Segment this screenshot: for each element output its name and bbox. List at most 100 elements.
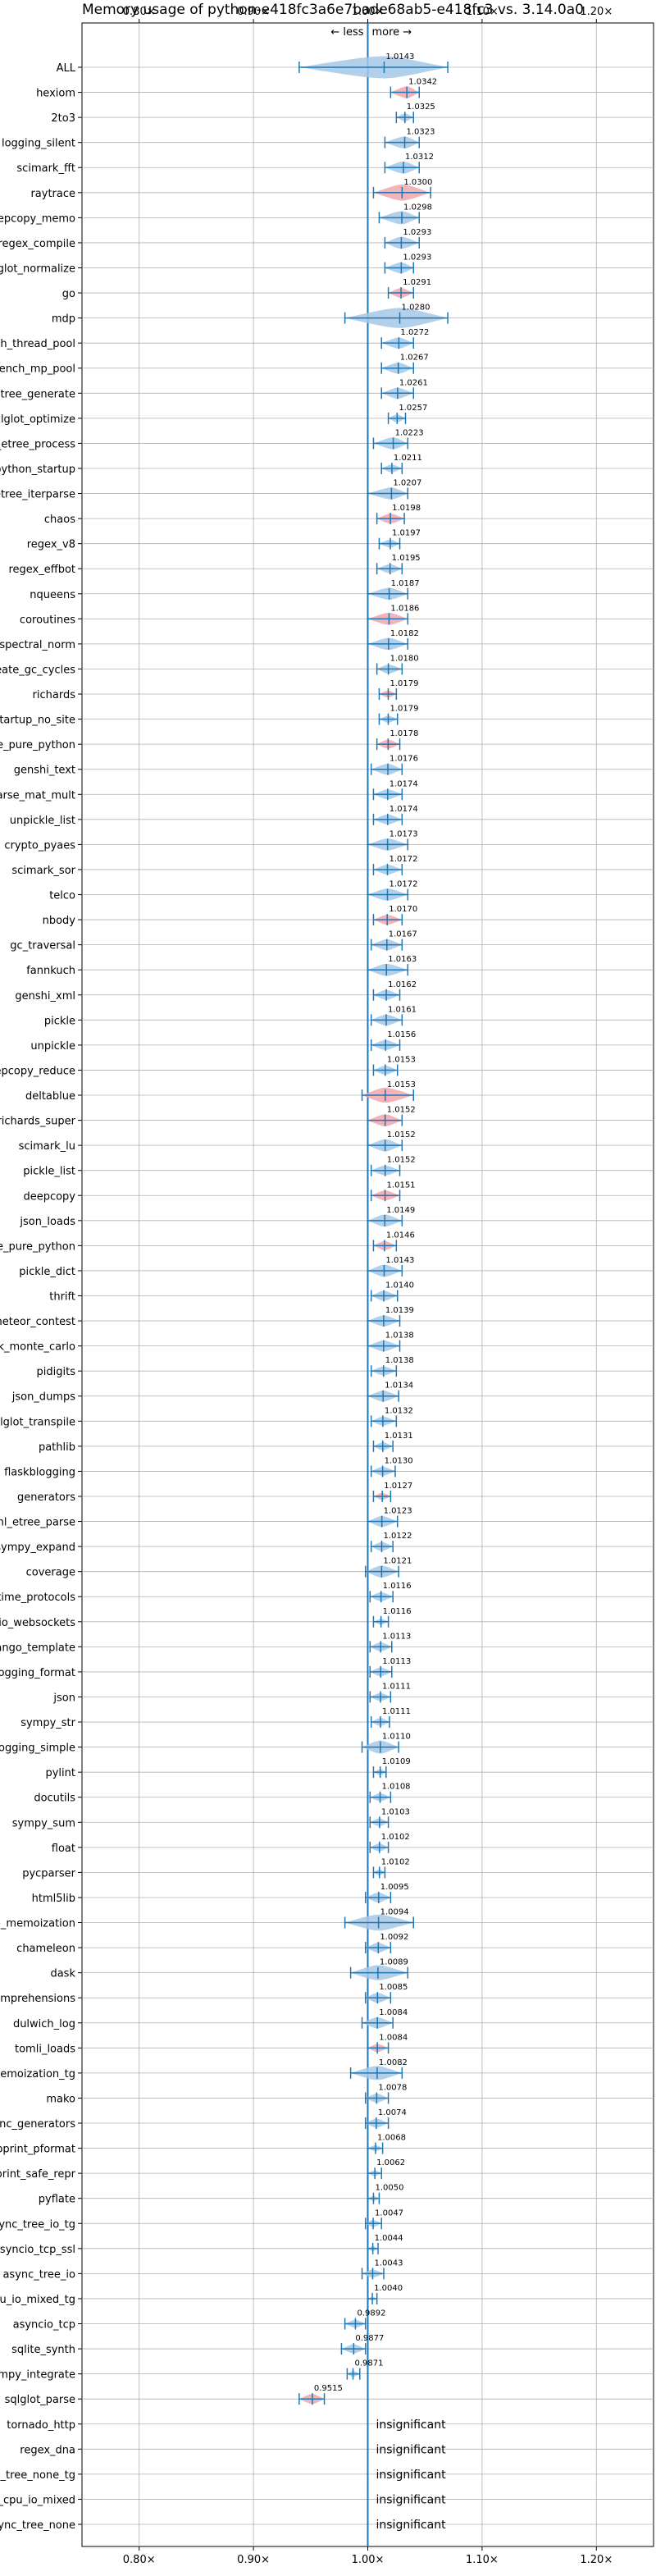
value-label: 1.0089 — [380, 1958, 408, 1967]
value-label: 1.0113 — [382, 1632, 411, 1641]
benchmark-label: pickle_dict — [19, 1266, 75, 1278]
benchmark-label: regex_effbot — [8, 564, 75, 576]
benchmark-label: deepcopy_reduce — [0, 1065, 75, 1077]
benchmark-label: flaskblogging — [4, 1466, 75, 1478]
benchmark-label: bench_thread_pool — [0, 338, 75, 350]
value-label: 1.0156 — [387, 1030, 416, 1039]
value-label: 1.0325 — [407, 103, 435, 112]
value-label: 1.0173 — [390, 829, 418, 838]
value-label: 1.0082 — [379, 2058, 408, 2067]
benchmark-label: meteor_contest — [0, 1316, 75, 1328]
value-label: 1.0127 — [384, 1482, 412, 1491]
axes: 0.80× 0.80× 0.90× 0.90× 1.00× 1.00× 1.10× 1.10×… — [0, 6, 613, 2566]
benchmark-label: sympy_str — [20, 1717, 75, 1729]
value-label: 1.0140 — [385, 1281, 414, 1290]
benchmark-label: unpickle — [30, 1040, 75, 1053]
value-label: 1.0103 — [381, 1807, 410, 1816]
benchmark-label: 2to3 — [51, 112, 75, 125]
value-label: 1.0257 — [399, 404, 427, 413]
value-label: 1.0040 — [374, 2284, 403, 2293]
value-label: 0.9871 — [355, 2359, 384, 2368]
benchmark-label: create_gc_cycles — [0, 664, 75, 676]
value-label: 1.0280 — [402, 304, 430, 313]
value-label: 1.0146 — [386, 1231, 415, 1240]
benchmark-label: unpickle_pure_python — [0, 739, 75, 751]
value-label: 1.0095 — [380, 1883, 409, 1892]
value-label: 1.0176 — [390, 755, 418, 764]
benchmark-label: dask — [50, 1968, 75, 1980]
violin-marks: 1.0143 1.0342 1.0325 1.0323 1.0312 1.0300 1.02… — [298, 23, 449, 2546]
value-label: 1.0187 — [391, 579, 420, 588]
benchmark-label: comprehensions — [0, 1993, 75, 2005]
value-label: 1.0152 — [387, 1130, 416, 1140]
benchmark-label: pickle_list — [23, 1166, 75, 1178]
benchmark-label: async_tree_io — [2, 2268, 75, 2281]
benchmark-label: pickle — [44, 1015, 75, 1027]
benchmark-label: tomli_loads — [15, 2043, 75, 2055]
benchmark-label: sympy_expand — [0, 1541, 75, 1554]
value-label: 1.0153 — [387, 1055, 416, 1064]
benchmark-label: async_tree_memoization — [0, 1918, 75, 1930]
value-label: 1.0172 — [389, 880, 417, 889]
benchmark-label: deltablue — [25, 1090, 75, 1103]
benchmark-label: json_dumps — [11, 1391, 75, 1404]
value-label: 1.0223 — [395, 428, 424, 437]
benchmark-label: crypto_pyaes — [4, 839, 75, 852]
benchmark-label: raytrace — [30, 188, 75, 200]
value-label: 1.0132 — [385, 1406, 413, 1415]
value-label: 1.0116 — [383, 1582, 412, 1591]
value-label: 1.0167 — [389, 930, 417, 939]
x-tick-label-top: 1.20× — [580, 6, 613, 18]
value-label: 1.0186 — [390, 604, 419, 613]
benchmark-label: chameleon — [16, 1943, 75, 1955]
value-label: 1.0047 — [375, 2208, 403, 2217]
value-label: 1.0139 — [385, 1306, 414, 1315]
value-label: 1.0111 — [382, 1682, 411, 1691]
benchmark-label: logging_simple — [0, 1742, 75, 1755]
value-label: 1.0143 — [385, 53, 414, 62]
value-label: 1.0195 — [392, 554, 421, 563]
value-label: 1.0174 — [390, 805, 418, 814]
benchmark-label: richards_super — [0, 1116, 76, 1128]
benchmark-label: thrift — [49, 1291, 75, 1304]
value-label: 1.0138 — [385, 1356, 414, 1365]
benchmark-label: genshi_text — [14, 765, 75, 777]
benchmark-label: regex_v8 — [27, 539, 75, 551]
insignificant-label: insignificant — [376, 2493, 447, 2506]
benchmark-label: coroutines — [20, 614, 75, 626]
value-label: 1.0121 — [383, 1557, 412, 1566]
benchmark-label: pyflate — [39, 2194, 75, 2206]
value-label: 1.0172 — [389, 855, 417, 864]
benchmark-label: nqueens — [30, 589, 75, 601]
benchmark-label: json — [52, 1692, 75, 1704]
value-label: 1.0261 — [399, 378, 428, 387]
value-label: 1.0312 — [405, 153, 434, 162]
benchmark-label: genshi_xml — [15, 990, 75, 1003]
x-tick-label-bottom: 0.90× — [237, 2554, 270, 2566]
benchmark-label: sqlglot_transpile — [0, 1416, 75, 1428]
value-label: 1.0300 — [403, 178, 432, 187]
benchmark-label: gc_traversal — [10, 940, 75, 952]
value-label: 1.0174 — [390, 779, 418, 788]
value-label: 1.0131 — [385, 1432, 413, 1441]
value-label: 1.0043 — [374, 2259, 403, 2268]
benchmark-label: fannkuch — [26, 965, 75, 977]
benchmark-label: async_tree_cpu_io_mixed_tg — [0, 2294, 75, 2306]
value-label: 1.0130 — [385, 1456, 413, 1465]
benchmark-label: mako — [46, 2093, 75, 2105]
benchmark-label: xml_etree_process — [0, 438, 75, 450]
benchmark-label: sympy_sum — [12, 1817, 75, 1829]
benchmark-label: python_startup_no_site — [0, 715, 75, 727]
benchmark-label: mdp — [52, 313, 75, 326]
value-label: 1.0162 — [388, 980, 417, 989]
value-label: 1.0152 — [387, 1156, 416, 1165]
value-label: 1.0085 — [379, 1983, 408, 1992]
insignificant-label: insignificant — [376, 2443, 447, 2456]
benchmark-label: html5lib — [32, 1893, 75, 1905]
benchmark-label: scimark_monte_carlo — [0, 1341, 75, 1354]
benchmark-label: dulwich_log — [13, 2018, 75, 2030]
benchmark-label: bench_mp_pool — [0, 363, 75, 376]
x-tick-label-bottom: 1.20× — [580, 2554, 613, 2566]
benchmark-label: sqlite_synth — [11, 2344, 75, 2356]
